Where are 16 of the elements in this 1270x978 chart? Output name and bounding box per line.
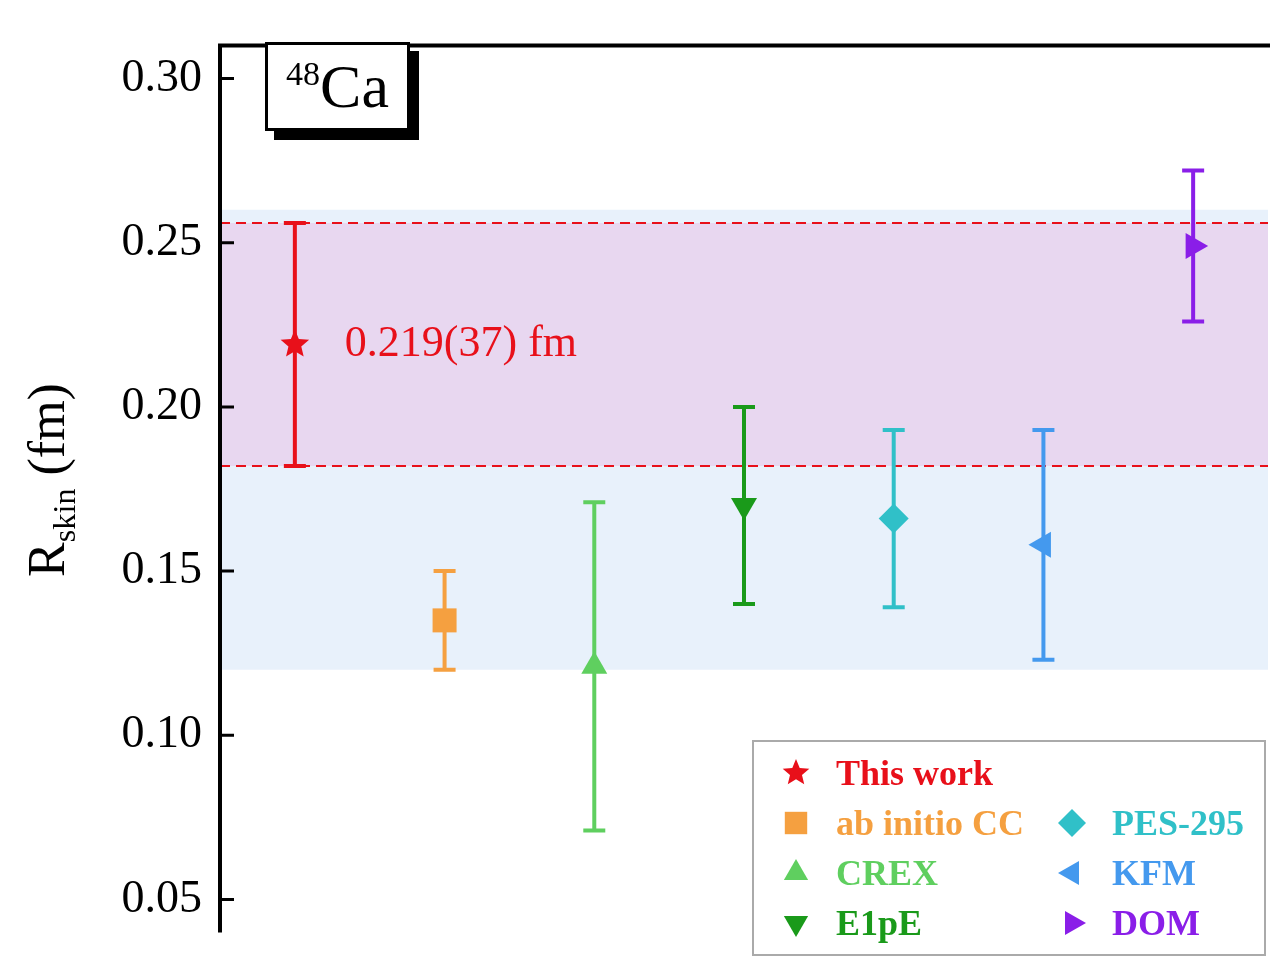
y-tick-label: 0.10 <box>121 706 202 758</box>
legend-label: This work <box>835 752 993 794</box>
y-tick-label: 0.25 <box>121 213 202 265</box>
annotation: 0.219(37) fm <box>344 317 578 367</box>
point <box>878 503 909 534</box>
legend-label: CREX <box>835 852 938 894</box>
legend-label: E1pE <box>835 902 922 944</box>
y-tick-label: 0.20 <box>121 377 202 429</box>
y-tick-label: 0.30 <box>121 49 202 101</box>
y-tick-label: 0.15 <box>121 542 202 594</box>
legend-label: ab initio CC <box>835 802 1024 844</box>
legend-label: DOM <box>1111 902 1200 944</box>
y-tick-label: 0.05 <box>121 870 202 922</box>
point <box>432 608 457 633</box>
legend-label: KFM <box>1111 852 1196 894</box>
legend-label: PES-295 <box>1111 802 1244 844</box>
